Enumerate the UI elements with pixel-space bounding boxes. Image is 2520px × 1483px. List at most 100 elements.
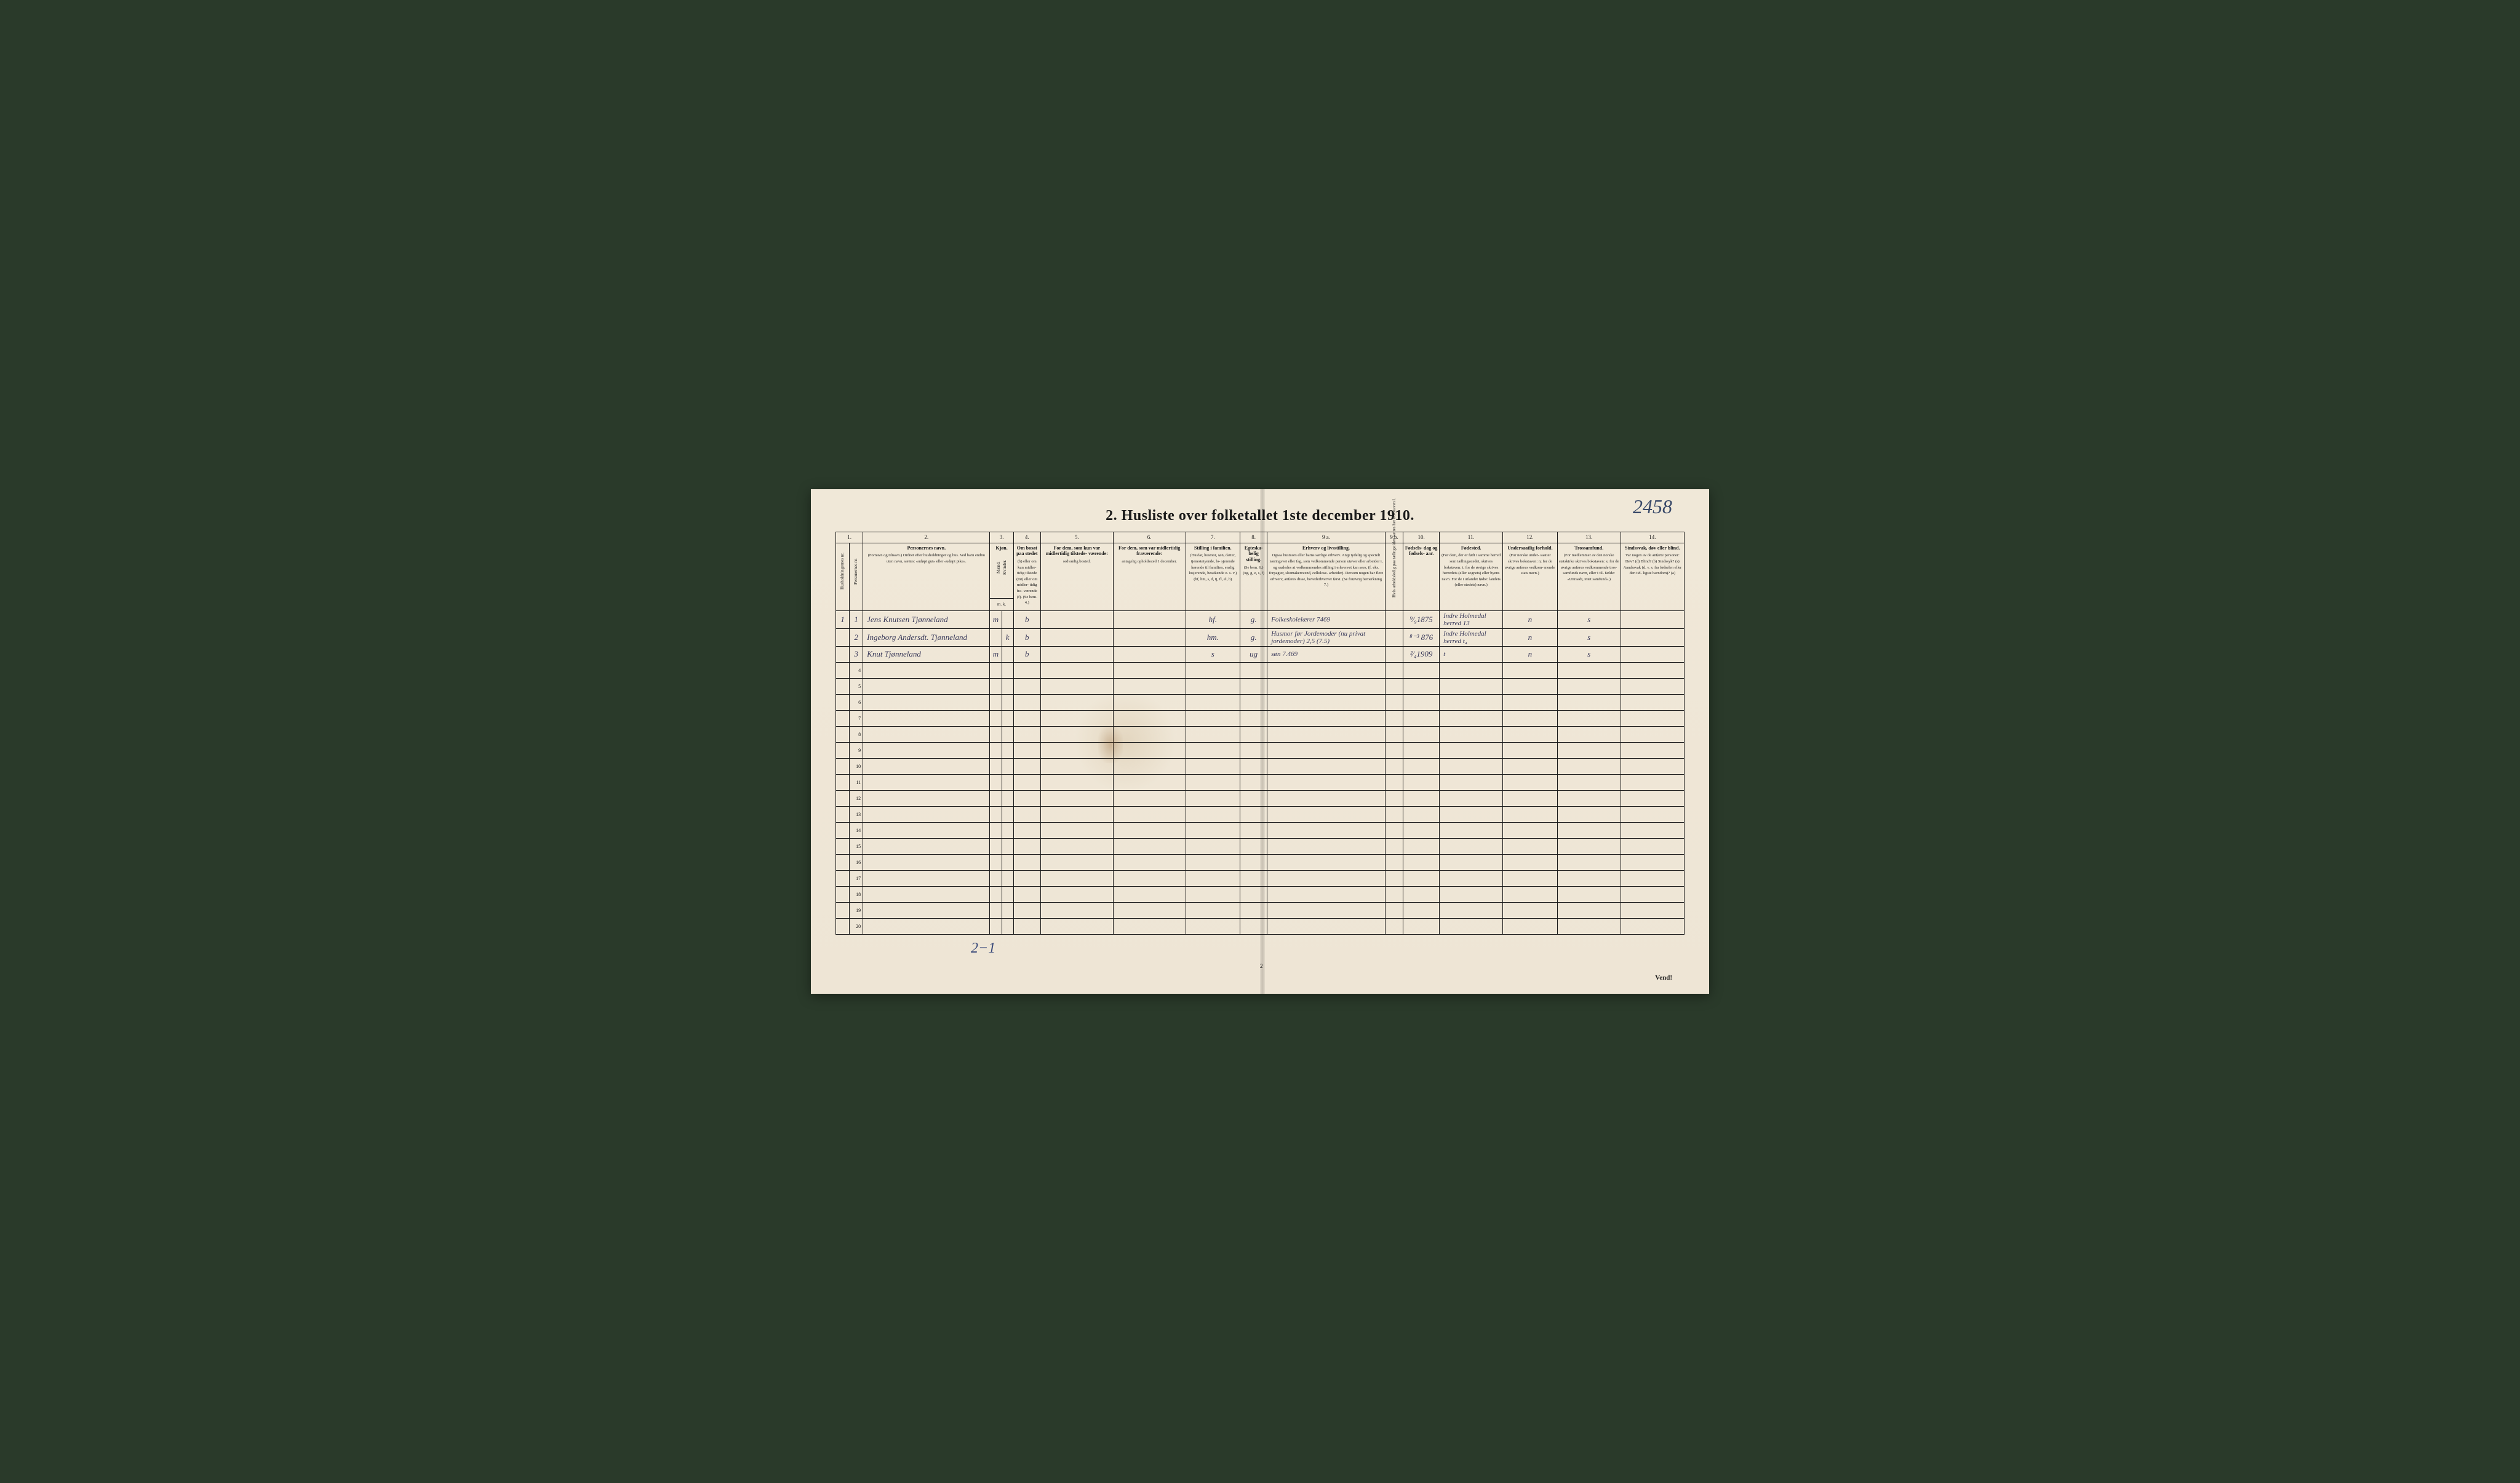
table-cell xyxy=(1385,628,1403,646)
table-cell-empty xyxy=(990,886,1002,902)
table-cell-empty xyxy=(1503,694,1557,710)
table-cell-empty xyxy=(1013,854,1040,870)
table-cell-empty xyxy=(990,838,1002,854)
col-num-5: 5. xyxy=(1040,532,1113,543)
table-cell-empty xyxy=(1503,742,1557,758)
table-cell: g. xyxy=(1240,628,1267,646)
table-cell-empty: 11 xyxy=(850,774,863,790)
table-cell: s xyxy=(1186,646,1240,662)
table-cell-empty xyxy=(990,662,1002,678)
hdr-kjon: Kjøn. Mænd. Kvinder. xyxy=(990,543,1013,598)
table-cell-empty xyxy=(1267,742,1386,758)
table-cell-empty xyxy=(1013,902,1040,918)
table-cell: m xyxy=(990,610,1002,628)
table-cell-empty xyxy=(1186,870,1240,886)
table-cell-empty xyxy=(1040,710,1113,726)
table-cell-empty xyxy=(1557,694,1621,710)
table-cell-empty xyxy=(1503,854,1557,870)
table-cell-empty xyxy=(863,758,990,774)
table-cell-empty xyxy=(1113,838,1186,854)
table-cell-empty xyxy=(1621,710,1684,726)
table-cell-empty xyxy=(1002,806,1013,822)
table-cell-empty xyxy=(1002,886,1013,902)
table-cell-empty xyxy=(1013,758,1040,774)
table-cell-empty xyxy=(1186,918,1240,934)
table-cell-empty xyxy=(1267,758,1386,774)
table-cell-empty xyxy=(1002,758,1013,774)
table-cell-empty xyxy=(1240,870,1267,886)
table-cell-empty xyxy=(1385,790,1403,806)
table-cell-empty xyxy=(1113,822,1186,838)
table-cell-empty xyxy=(1385,838,1403,854)
census-document-page: 2458 2. Husliste over folketallet 1ste d… xyxy=(811,489,1709,994)
table-cell: ⁹⁄₉1875 xyxy=(1403,610,1440,628)
table-cell-empty: 18 xyxy=(850,886,863,902)
table-cell-empty xyxy=(1267,918,1386,934)
table-cell-empty xyxy=(1186,710,1240,726)
table-cell-empty xyxy=(863,678,990,694)
col-num-1: 1. xyxy=(836,532,863,543)
table-cell-empty xyxy=(1403,886,1440,902)
table-cell-empty xyxy=(1557,886,1621,902)
table-cell-empty xyxy=(1403,870,1440,886)
table-cell-empty xyxy=(1403,742,1440,758)
table-cell-empty: 10 xyxy=(850,758,863,774)
col-num-8: 8. xyxy=(1240,532,1267,543)
table-cell-empty xyxy=(1403,774,1440,790)
table-cell-empty xyxy=(1113,662,1186,678)
table-cell-empty xyxy=(1113,694,1186,710)
table-cell-empty xyxy=(990,822,1002,838)
table-cell xyxy=(1113,646,1186,662)
table-cell-empty xyxy=(1621,870,1684,886)
table-cell-empty xyxy=(1440,758,1503,774)
table-cell-empty xyxy=(1002,726,1013,742)
table-cell-empty xyxy=(1403,854,1440,870)
table-cell-empty xyxy=(1267,806,1386,822)
table-cell-empty xyxy=(990,742,1002,758)
table-cell: s xyxy=(1557,646,1621,662)
table-cell-empty xyxy=(1186,742,1240,758)
table-cell: n xyxy=(1503,610,1557,628)
table-cell-empty xyxy=(1385,678,1403,694)
table-cell-empty xyxy=(1557,918,1621,934)
table-cell: ug xyxy=(1240,646,1267,662)
table-cell-empty xyxy=(1503,902,1557,918)
table-cell-empty xyxy=(863,710,990,726)
table-cell-empty xyxy=(1002,854,1013,870)
table-cell-empty xyxy=(1002,710,1013,726)
table-cell-empty xyxy=(1013,678,1040,694)
col-num-10: 10. xyxy=(1403,532,1440,543)
table-row-empty: 17 xyxy=(836,870,1685,886)
table-cell-empty xyxy=(1113,758,1186,774)
table-row-empty: 19 xyxy=(836,902,1685,918)
table-cell-empty xyxy=(1013,726,1040,742)
table-cell-empty xyxy=(1013,886,1040,902)
table-cell xyxy=(1002,610,1013,628)
table-row-empty: 20 xyxy=(836,918,1685,934)
table-cell-empty xyxy=(1267,678,1386,694)
table-cell-empty xyxy=(863,902,990,918)
table-cell-empty xyxy=(1267,870,1386,886)
table-cell-empty xyxy=(1040,678,1113,694)
table-cell-empty xyxy=(1186,678,1240,694)
table-cell-empty xyxy=(990,854,1002,870)
table-cell-empty xyxy=(990,726,1002,742)
table-cell-empty xyxy=(1385,918,1403,934)
table-cell-empty xyxy=(1267,662,1386,678)
table-row-empty: 18 xyxy=(836,886,1685,902)
table-cell: søn 7.469 xyxy=(1267,646,1386,662)
table-cell-empty xyxy=(1113,742,1186,758)
table-cell: n xyxy=(1503,646,1557,662)
table-cell-empty xyxy=(1267,886,1386,902)
table-row-empty: 8 xyxy=(836,726,1685,742)
hdr-sindssvak: Sindssvak, døv eller blind. Var nogen av… xyxy=(1621,543,1684,610)
table-cell: hf. xyxy=(1186,610,1240,628)
table-cell-empty xyxy=(1002,918,1013,934)
table-cell-empty xyxy=(1385,662,1403,678)
col-num-12: 12. xyxy=(1503,532,1557,543)
table-cell xyxy=(836,628,850,646)
table-cell xyxy=(990,628,1002,646)
table-cell-empty xyxy=(1113,870,1186,886)
col-num-6: 6. xyxy=(1113,532,1186,543)
table-cell-empty xyxy=(1186,694,1240,710)
